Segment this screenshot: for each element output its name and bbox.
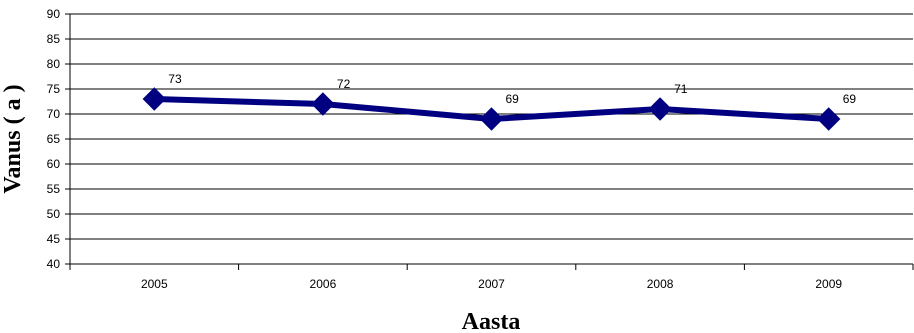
x-tick-labels: 2005 2006 2007 2008 2009 (141, 277, 842, 291)
y-tick-label: 65 (47, 132, 61, 146)
y-tick-label: 80 (47, 57, 61, 71)
y-tick-label: 45 (47, 232, 61, 246)
x-tick-label: 2007 (478, 277, 505, 291)
y-tick-label: 60 (47, 157, 61, 171)
data-point (143, 88, 165, 110)
data-label: 69 (506, 92, 520, 106)
data-label: 72 (337, 77, 351, 91)
y-tick-label: 90 (47, 7, 61, 21)
x-tick-label: 2009 (815, 277, 842, 291)
data-label: 69 (843, 92, 857, 106)
y-tick-label: 75 (47, 82, 61, 96)
data-point (312, 93, 334, 115)
y-tick-label: 50 (47, 207, 61, 221)
data-point (481, 108, 503, 130)
x-tick-label: 2005 (141, 277, 168, 291)
x-axis-title: Aasta (462, 309, 521, 333)
series-layer (143, 88, 839, 130)
data-point (818, 108, 840, 130)
x-tick-label: 2008 (647, 277, 674, 291)
y-tick-label: 40 (47, 257, 61, 271)
x-tick-label: 2006 (310, 277, 337, 291)
y-tick-labels: 40 45 50 55 60 65 70 75 80 85 90 (47, 7, 61, 271)
y-tick-label: 70 (47, 107, 61, 121)
y-tick-label: 55 (47, 182, 61, 196)
data-label: 71 (674, 82, 688, 96)
y-axis-title: Vanus ( a ) (0, 84, 26, 193)
axes (65, 14, 913, 270)
data-point (649, 98, 671, 120)
y-tick-label: 85 (47, 32, 61, 46)
data-label: 73 (168, 72, 182, 86)
